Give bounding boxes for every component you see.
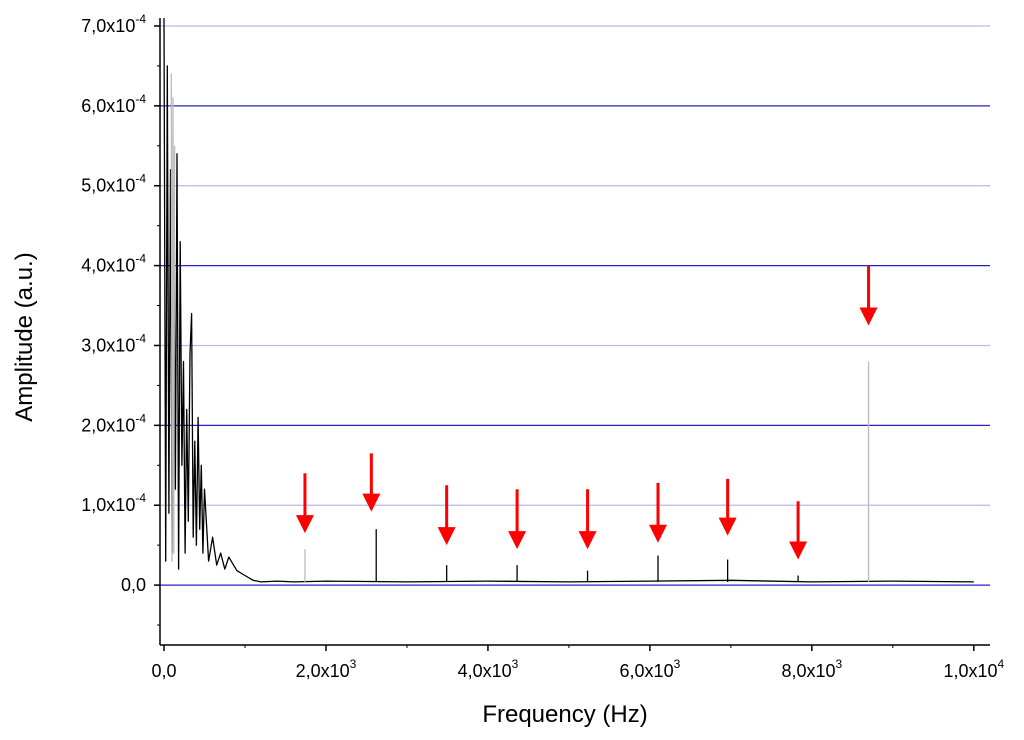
harmonic-arrow bbox=[295, 473, 314, 534]
harmonic-arrow bbox=[649, 482, 667, 543]
y-tick-label: 2,0x10-4 bbox=[81, 411, 146, 435]
spectrum-series bbox=[163, 17, 974, 583]
arrow-head bbox=[508, 531, 527, 550]
x-tick-label: 1,0x104 bbox=[943, 657, 1004, 681]
axis-layer: 0,0 1,0x10-4 2,0x10-4 3,0x10-4 4,0x10-4 5,0x1… bbox=[81, 12, 1004, 681]
y-tick-label: 1,0x10-4 bbox=[81, 491, 146, 515]
arrow-head bbox=[578, 531, 597, 550]
arrow-head bbox=[362, 493, 381, 512]
y-tick-label: 5,0x10-4 bbox=[81, 172, 146, 196]
series-layer bbox=[163, 17, 974, 583]
harmonic-arrow bbox=[789, 501, 808, 560]
y-tick-label: 3,0x10-4 bbox=[81, 331, 146, 355]
x-axis-title: Frequency (Hz) bbox=[482, 701, 647, 728]
harmonic-arrow bbox=[859, 265, 878, 326]
y-tick-label: 4,0x10-4 bbox=[81, 252, 146, 276]
arrow-head bbox=[789, 541, 808, 560]
y-tick-label: 6,0x10-4 bbox=[81, 92, 146, 116]
x-tick-label: 4,0x103 bbox=[458, 657, 519, 681]
arrow-head bbox=[295, 515, 314, 534]
y-tick-label: 0,0 bbox=[121, 575, 146, 595]
harmonic-arrow bbox=[437, 485, 456, 546]
arrow-head bbox=[649, 524, 667, 543]
y-axis-title: Amplitude (a.u.) bbox=[11, 252, 38, 421]
harmonic-arrow bbox=[718, 478, 737, 536]
harmonic-arrow bbox=[508, 489, 527, 550]
y-tick-label: 7,0x10-4 bbox=[81, 12, 146, 36]
x-tick-label: 0,0 bbox=[152, 661, 177, 681]
harmonic-arrow bbox=[362, 453, 381, 512]
arrow-head bbox=[859, 307, 878, 326]
harmonic-arrow bbox=[578, 489, 597, 550]
arrow-layer bbox=[295, 265, 878, 560]
x-tick-label: 2,0x103 bbox=[296, 657, 357, 681]
grid-layer bbox=[160, 25, 990, 586]
x-tick-label: 6,0x103 bbox=[620, 657, 681, 681]
x-tick-label: 8,0x103 bbox=[781, 657, 842, 681]
spectrum-series bbox=[170, 73, 176, 562]
arrow-head bbox=[437, 527, 456, 546]
arrow-head bbox=[718, 517, 737, 536]
